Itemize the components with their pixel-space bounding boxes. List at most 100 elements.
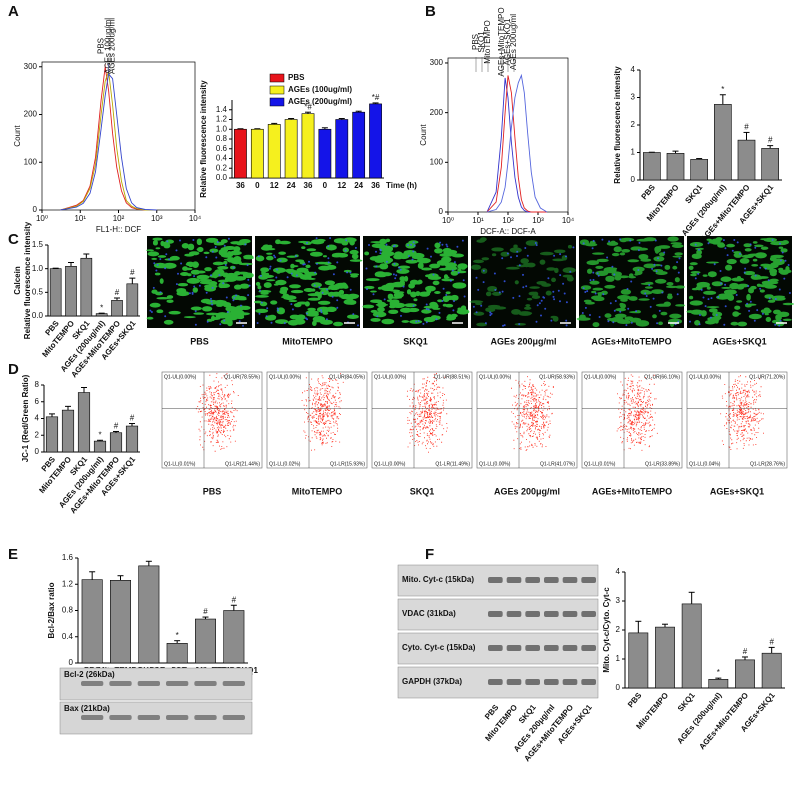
- flow-plot-frame: [266, 371, 368, 469]
- y-tick-label: 2: [616, 625, 621, 634]
- significance-marker: #: [232, 595, 237, 604]
- blot-band: [194, 681, 217, 686]
- histogram-curve: [60, 72, 157, 211]
- y-tick-label: 0.2: [216, 163, 228, 172]
- quadrant-label: Q1-UR(66.10%): [644, 374, 680, 380]
- blot-band: [506, 577, 522, 583]
- bar: [77, 392, 91, 453]
- x-tick-label: 10²: [502, 216, 514, 225]
- blot-label: Cyto. Cyt-c (15kDa): [402, 643, 476, 652]
- y-tick-label: 0.4: [62, 632, 74, 641]
- y-tick-label: 200: [24, 110, 38, 119]
- significance-marker: #: [768, 136, 773, 145]
- y-tick-label: 2: [631, 120, 636, 129]
- significance-marker: *: [98, 430, 101, 439]
- bar: [737, 139, 756, 181]
- y-tick-label: 4: [631, 65, 636, 74]
- blot-band: [544, 611, 559, 617]
- bar: [223, 610, 245, 664]
- panel-label: A: [8, 3, 19, 20]
- x-tick-label: 10²: [113, 214, 125, 223]
- bar: [369, 103, 382, 179]
- significance-marker: *#: [304, 102, 312, 111]
- blot-band: [222, 681, 245, 686]
- bar: [681, 603, 702, 689]
- curve-label: PBS: [471, 34, 480, 50]
- y-tick-label: 1: [631, 148, 636, 157]
- y-axis-label: Mito. Cyt-c/Cyto. Cyt-c: [602, 587, 611, 673]
- quadrant-label: Q1-LR(15.93%): [330, 461, 365, 467]
- significance-marker: #: [744, 123, 749, 132]
- quadrant-label: Q1-LL(0.01%): [164, 461, 196, 467]
- flow-plot-frame: [161, 371, 263, 469]
- blot-band: [137, 715, 160, 720]
- x-tick-label: PBS: [626, 690, 644, 709]
- dot-cloud: [301, 373, 344, 451]
- y-tick-label: 1.0: [32, 264, 44, 273]
- quadrant-label: Q1-LL(0.00%): [374, 461, 406, 467]
- blot-band: [506, 611, 522, 617]
- blot-band: [562, 577, 578, 583]
- y-tick-label: 300: [24, 62, 38, 71]
- curve-label: AGEs+MitoTEMPO: [497, 7, 506, 76]
- quadrant-label: Q1-UL(0.00%): [479, 374, 512, 380]
- image-caption: AGEs 200μg/ml: [490, 336, 556, 346]
- cell-stain: [146, 237, 254, 327]
- blot-label: GAPDH (37kDa): [402, 677, 462, 686]
- x-tick-label: AGEs+MitoTEMPO: [697, 691, 750, 751]
- dot-cloud: [616, 374, 658, 451]
- blot-band: [81, 681, 104, 686]
- y-tick-label: 0.0: [216, 173, 228, 182]
- y-tick-label: 1.2: [216, 115, 228, 124]
- histogram-curve: [60, 66, 157, 211]
- y-tick-label: 1.4: [216, 105, 228, 114]
- panel-label: D: [8, 361, 19, 378]
- y-tick-label: 0: [33, 205, 38, 214]
- legend-label: AGEs (100ug/ml): [288, 85, 352, 94]
- blot-band: [581, 577, 596, 583]
- significance-marker: *: [717, 668, 720, 677]
- x-tick-label: 10⁰: [36, 214, 48, 223]
- y-tick-label: 0.4: [216, 154, 228, 163]
- y-axis-label: Count: [419, 124, 428, 146]
- y-tick-label: 0: [35, 447, 40, 456]
- x-tick-label: 36: [371, 181, 380, 190]
- y-axis-label: Relative fluorescence intensity: [613, 66, 622, 184]
- bar: [45, 416, 59, 453]
- histogram-curve: [486, 75, 547, 213]
- flow-caption: AGEs 200μg/ml: [494, 486, 560, 496]
- x-axis-label: Time (h): [386, 181, 417, 190]
- curve-label: SKQ1: [477, 31, 486, 53]
- x-tick-label: 10⁴: [562, 216, 575, 225]
- legend-label: PBS: [288, 73, 305, 82]
- image-caption: PBS: [190, 336, 209, 346]
- bar: [195, 618, 217, 664]
- quadrant-label: Q1-LL(0.01%): [584, 461, 616, 467]
- curve-label: AGEs+SKQ1: [503, 18, 512, 65]
- bar: [735, 659, 755, 689]
- quadrant-label: Q1-UR(58.93%): [539, 374, 575, 380]
- x-tick-label: 0: [255, 181, 260, 190]
- blot-band: [562, 679, 578, 685]
- bar: [284, 119, 298, 179]
- bar: [166, 643, 188, 664]
- blot-band: [488, 645, 503, 651]
- quadrant-label: Q1-LR(28.76%): [750, 461, 785, 467]
- blot-band: [544, 679, 559, 685]
- blot-label: Mito. Cyt-c (15kDa): [402, 575, 474, 584]
- y-tick-label: 0.8: [216, 134, 228, 143]
- blot-label: VDAC (31kDa): [402, 609, 456, 618]
- x-tick-label: 36: [236, 181, 245, 190]
- image-caption: AGEs+MitoTEMPO: [591, 336, 671, 346]
- blot-band: [488, 611, 503, 617]
- blot-band: [544, 577, 559, 583]
- y-axis-label: Calcein: [13, 266, 22, 295]
- x-tick-label: SKQ1: [676, 690, 697, 713]
- y-axis-label: Count: [13, 125, 22, 147]
- y-tick-label: 3: [616, 596, 621, 605]
- significance-marker: *: [100, 303, 103, 312]
- y-tick-label: 0: [616, 683, 621, 692]
- y-tick-label: 0: [69, 658, 74, 667]
- y-axis-label: Relative fluorescence intensity: [199, 80, 208, 198]
- flow-caption: AGEs+MitoTEMPO: [592, 486, 672, 496]
